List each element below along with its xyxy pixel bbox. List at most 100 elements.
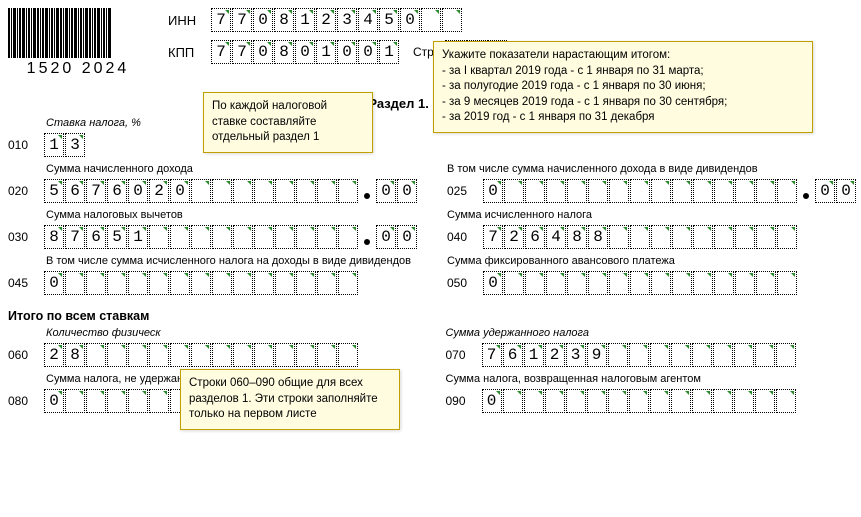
field-090[interactable]: 0 bbox=[482, 389, 796, 413]
cell[interactable] bbox=[421, 8, 441, 32]
cell[interactable]: 8 bbox=[567, 225, 587, 249]
cell[interactable] bbox=[254, 225, 274, 249]
cell[interactable]: 0 bbox=[483, 271, 503, 295]
cell[interactable] bbox=[233, 271, 253, 295]
cell[interactable] bbox=[756, 225, 776, 249]
field-050[interactable]: 0 bbox=[483, 271, 797, 295]
cell[interactable] bbox=[504, 179, 524, 203]
cell[interactable]: 8 bbox=[274, 8, 294, 32]
cell[interactable] bbox=[776, 343, 796, 367]
cell[interactable] bbox=[588, 179, 608, 203]
cell[interactable]: 0 bbox=[836, 179, 856, 203]
cell[interactable] bbox=[650, 389, 670, 413]
cell[interactable]: 3 bbox=[566, 343, 586, 367]
cell[interactable]: 4 bbox=[546, 225, 566, 249]
cell[interactable]: 0 bbox=[376, 179, 396, 203]
cell[interactable]: 2 bbox=[504, 225, 524, 249]
cell[interactable] bbox=[191, 343, 211, 367]
cell[interactable] bbox=[546, 271, 566, 295]
cell[interactable] bbox=[212, 271, 232, 295]
cell[interactable] bbox=[629, 343, 649, 367]
cell[interactable] bbox=[338, 271, 358, 295]
cell[interactable] bbox=[212, 225, 232, 249]
cell[interactable]: 0 bbox=[400, 8, 420, 32]
cell[interactable] bbox=[713, 343, 733, 367]
cell[interactable] bbox=[254, 179, 274, 203]
cell[interactable] bbox=[693, 225, 713, 249]
cell[interactable] bbox=[233, 179, 253, 203]
cell[interactable] bbox=[735, 179, 755, 203]
cell[interactable] bbox=[503, 389, 523, 413]
cell[interactable]: 5 bbox=[44, 179, 64, 203]
cell[interactable] bbox=[107, 271, 127, 295]
cell[interactable] bbox=[128, 271, 148, 295]
cell[interactable] bbox=[777, 271, 797, 295]
field-030-int[interactable]: 87651 bbox=[44, 225, 358, 249]
cell[interactable] bbox=[65, 389, 85, 413]
field-070[interactable]: 761239 bbox=[482, 343, 796, 367]
cell[interactable] bbox=[107, 389, 127, 413]
cell[interactable] bbox=[777, 225, 797, 249]
cell[interactable] bbox=[714, 271, 734, 295]
cell[interactable] bbox=[191, 179, 211, 203]
cell[interactable]: 8 bbox=[44, 225, 64, 249]
cell[interactable] bbox=[587, 389, 607, 413]
cell[interactable] bbox=[734, 343, 754, 367]
cell[interactable]: 1 bbox=[128, 225, 148, 249]
cell[interactable]: 0 bbox=[337, 40, 357, 64]
cell[interactable]: 1 bbox=[295, 8, 315, 32]
cell[interactable] bbox=[296, 179, 316, 203]
cell[interactable]: 0 bbox=[482, 389, 502, 413]
cell[interactable] bbox=[776, 389, 796, 413]
cell[interactable] bbox=[275, 271, 295, 295]
cell[interactable] bbox=[671, 343, 691, 367]
cell[interactable]: 6 bbox=[86, 225, 106, 249]
cell[interactable] bbox=[608, 343, 628, 367]
cell[interactable]: 9 bbox=[587, 343, 607, 367]
cell[interactable] bbox=[525, 271, 545, 295]
cell[interactable]: 3 bbox=[337, 8, 357, 32]
cell[interactable]: 0 bbox=[483, 179, 503, 203]
cell[interactable] bbox=[86, 271, 106, 295]
cell[interactable] bbox=[608, 389, 628, 413]
cell[interactable] bbox=[650, 343, 670, 367]
field-040[interactable]: 726488 bbox=[483, 225, 797, 249]
cell[interactable] bbox=[296, 343, 316, 367]
cell[interactable]: 7 bbox=[232, 8, 252, 32]
cell[interactable] bbox=[588, 271, 608, 295]
cell[interactable]: 7 bbox=[211, 40, 231, 64]
cell[interactable] bbox=[86, 389, 106, 413]
cell[interactable]: 6 bbox=[503, 343, 523, 367]
cell[interactable] bbox=[338, 343, 358, 367]
field-030-dec[interactable]: 00 bbox=[376, 225, 417, 249]
cell[interactable]: 7 bbox=[232, 40, 252, 64]
cell[interactable] bbox=[630, 225, 650, 249]
cell[interactable] bbox=[149, 389, 169, 413]
cell[interactable] bbox=[672, 271, 692, 295]
cell[interactable] bbox=[317, 179, 337, 203]
cell[interactable]: 0 bbox=[44, 271, 64, 295]
cell[interactable]: 8 bbox=[274, 40, 294, 64]
cell[interactable] bbox=[296, 225, 316, 249]
cell[interactable] bbox=[546, 179, 566, 203]
cell[interactable] bbox=[212, 179, 232, 203]
cell[interactable] bbox=[107, 343, 127, 367]
cell[interactable] bbox=[756, 179, 776, 203]
cell[interactable]: 0 bbox=[815, 179, 835, 203]
cell[interactable] bbox=[692, 343, 712, 367]
cell[interactable] bbox=[170, 343, 190, 367]
cell[interactable] bbox=[714, 225, 734, 249]
cell[interactable] bbox=[191, 271, 211, 295]
field-060[interactable]: 28 bbox=[44, 343, 358, 367]
cell[interactable]: 0 bbox=[295, 40, 315, 64]
cell[interactable]: 7 bbox=[65, 225, 85, 249]
cell[interactable]: 2 bbox=[316, 8, 336, 32]
cell[interactable] bbox=[65, 271, 85, 295]
field-025-int[interactable]: 0 bbox=[483, 179, 797, 203]
cell[interactable] bbox=[651, 179, 671, 203]
cell[interactable] bbox=[672, 179, 692, 203]
cell[interactable]: 3 bbox=[65, 133, 85, 157]
cell[interactable]: 7 bbox=[211, 8, 231, 32]
cell[interactable] bbox=[275, 225, 295, 249]
cell[interactable] bbox=[567, 179, 587, 203]
